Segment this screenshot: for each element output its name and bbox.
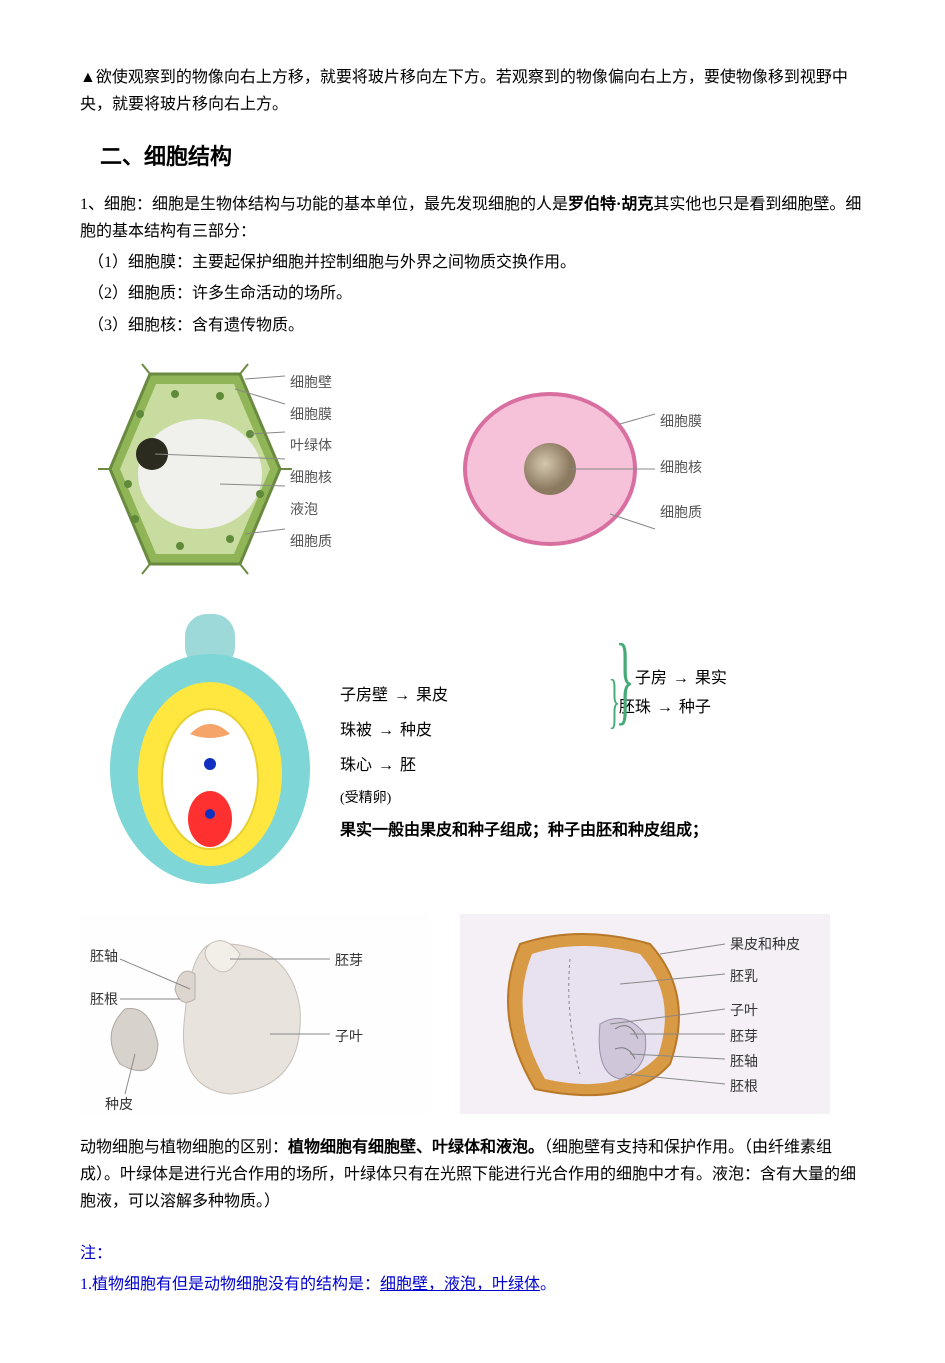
arrow-icon: → [394,682,410,709]
l: 珠被 [340,717,372,744]
brace-icon: } [615,644,634,714]
label-cytoplasm: 细胞质 [290,531,332,555]
compare-paragraph: 动物细胞与植物细胞的区别：植物细胞有细胞壁、叶绿体和液泡。（细胞壁有支持和保护作… [80,1134,865,1216]
note-line-1: 1.植物细胞有但是动物细胞没有的结构是：细胞壁，液泡，叶绿体。 [80,1271,865,1298]
t: 动物细胞与植物细胞的区别： [80,1139,288,1156]
ovary-labels: 子房壁→果皮 珠被→种皮 珠心→胚 (受精卵) } 胚珠→种子 } 子房→果实 [340,674,860,845]
label-cotyledon: 子叶 [730,1000,758,1024]
ovary-diagram-row: 子房壁→果皮 珠被→种皮 珠心→胚 (受精卵) } 胚珠→种子 } 子房→果实 [80,614,865,894]
arrow-icon: → [378,752,394,779]
r: 果皮 [416,682,448,709]
cells-diagram-row: 细胞壁 细胞膜 叶绿体 细胞核 液泡 细胞质 细胞膜 细胞核 细胞质 [80,354,865,584]
label-chloroplast: 叶绿体 [290,435,332,459]
note-underline: 细胞壁，液泡，叶绿体 [380,1276,540,1293]
label-cell-wall: 细胞壁 [290,372,332,396]
t: 1.植物细胞有但是动物细胞没有的结构是： [80,1276,380,1293]
t: 1、细胞：细胞是生物体结构与功能的基本单位，最先发现细胞的人是 [80,196,568,213]
label-nucleus: 细胞核 [660,457,702,481]
ovary-summary: 果实一般由果皮和种子组成；种子由胚和种皮组成； [340,817,860,844]
label-cotyledon: 子叶 [335,1026,363,1050]
label-embryo-axis: 胚轴 [90,946,118,970]
animal-cell-diagram: 细胞膜 细胞核 细胞质 [450,369,770,569]
label-endosperm: 胚乳 [730,966,758,990]
label-vacuole: 液泡 [290,499,332,523]
plant-cell-diagram: 细胞壁 细胞膜 叶绿体 细胞核 液泡 细胞质 [80,354,410,584]
label-radicle: 胚根 [90,989,118,1013]
l: 子房 [635,665,667,692]
label-plumule: 胚芽 [730,1026,758,1050]
embryo-dicot-diagram: 胚轴 胚根 种皮 胚芽 子叶 [80,914,430,1114]
l: 子房壁 [340,682,388,709]
note-heading: 注： [80,1240,865,1267]
arrow-icon: → [378,717,394,744]
label-pericarp-testa: 果皮和种皮 [730,934,800,958]
item-nucleus: （3）细胞核：含有遗传物质。 [80,312,865,339]
label-cell-membrane: 细胞膜 [660,411,702,435]
arrow-icon: → [673,665,689,692]
label-nucleus: 细胞核 [290,467,332,491]
r: 种皮 [400,717,432,744]
intro-paragraph: ▲欲使观察到的物像向右上方移，就要将玻片移向左下方。若观察到的物像偏向右上方，要… [80,64,865,118]
compare-key: 植物细胞有细胞壁、叶绿体和液泡。 [288,1139,544,1156]
item-membrane: （1）细胞膜：主要起保护细胞并控制细胞与外界之间物质交换作用。 [80,249,865,276]
label-embryo-axis: 胚轴 [730,1051,758,1075]
discoverer: 罗伯特·胡克 [568,196,653,213]
section-title: 二、细胞结构 [100,138,865,175]
label-radicle: 胚根 [730,1076,758,1100]
embryo-monocot-diagram: 果皮和种皮 胚乳 子叶 胚芽 胚轴 胚根 [460,914,830,1114]
label-plumule: 胚芽 [335,950,363,974]
label-seed-coat: 种皮 [105,1094,133,1118]
label-cytoplasm: 细胞质 [660,502,702,526]
l: 珠心 [340,752,372,779]
para-cell-def: 1、细胞：细胞是生物体结构与功能的基本单位，最先发现细胞的人是罗伯特·胡克其实他… [80,191,865,245]
label-cell-membrane: 细胞膜 [290,404,332,428]
r: 胚 [400,752,416,779]
sub: (受精卵) [340,787,600,811]
ovary-diagram [80,614,340,894]
r: 果实 [695,665,727,692]
embryo-diagram-row: 胚轴 胚根 种皮 胚芽 子叶 果皮和种皮 胚乳 子叶 [80,914,865,1114]
item-cytoplasm: （2）细胞质：许多生命活动的场所。 [80,280,865,307]
